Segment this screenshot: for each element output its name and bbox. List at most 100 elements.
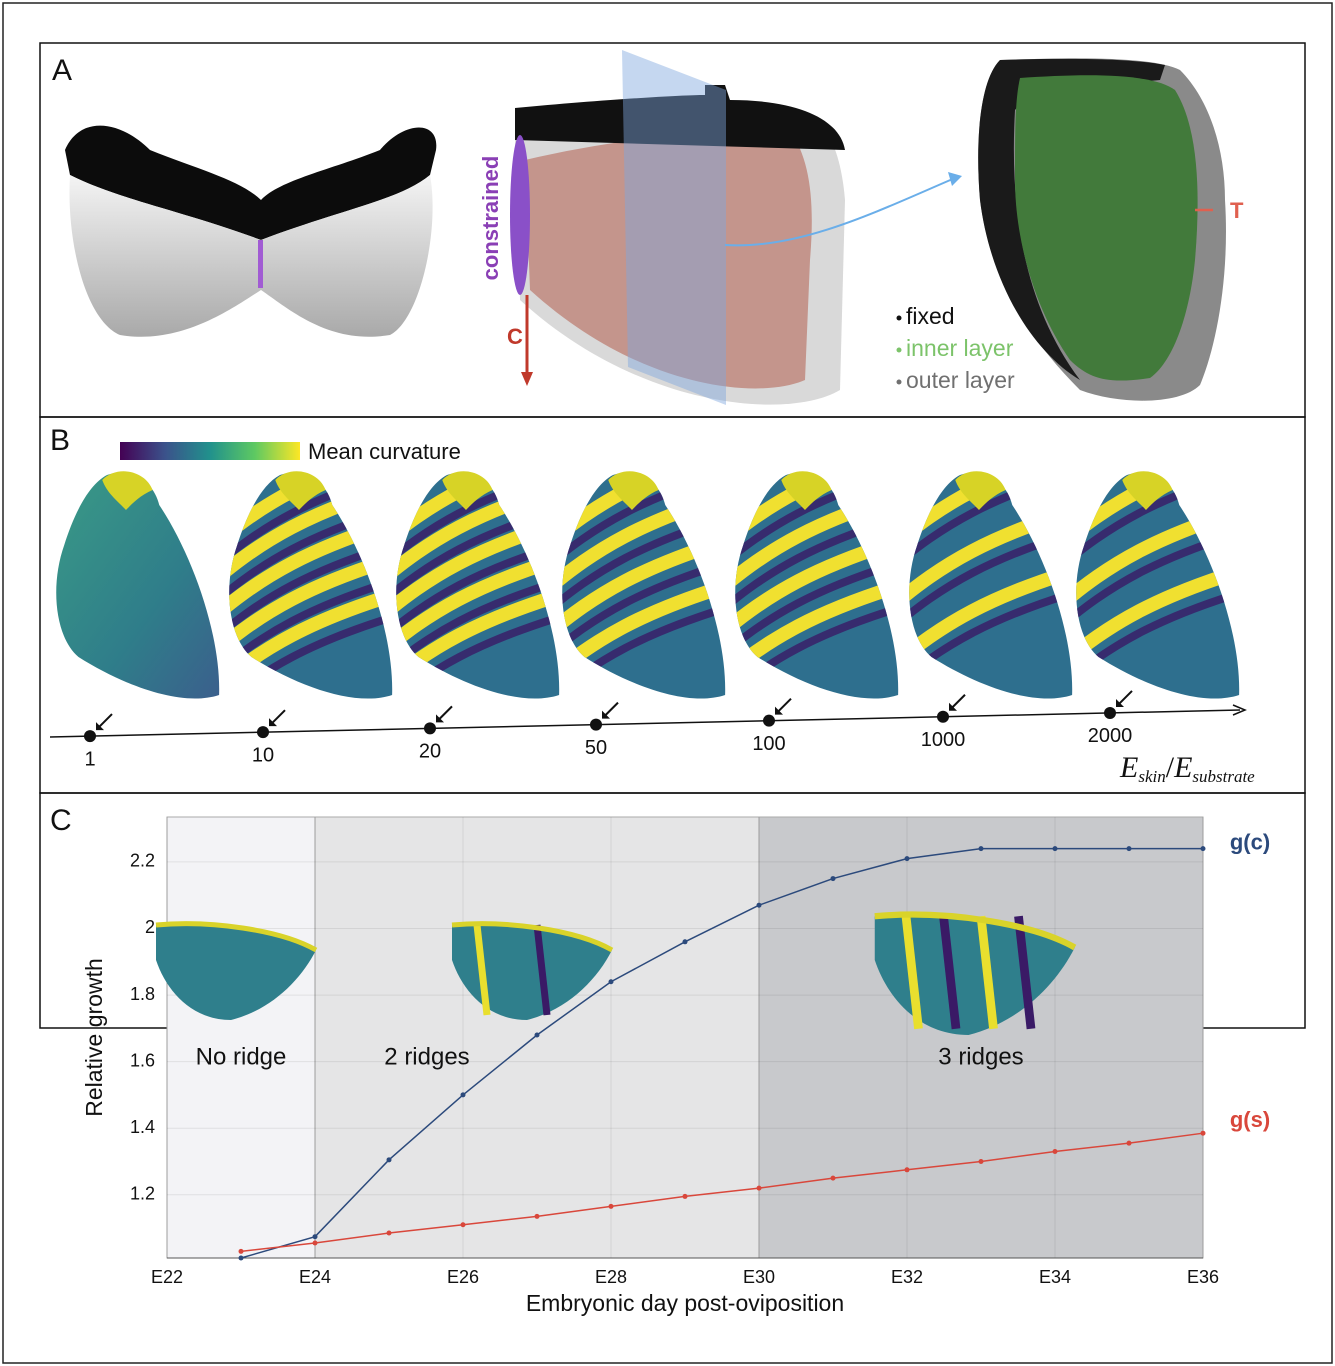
ratio-label: 100 [752, 733, 785, 755]
point [757, 1186, 762, 1191]
point [535, 1214, 540, 1219]
ratio-label: 2000 [1088, 725, 1133, 747]
ratio-label: 50 [585, 737, 607, 759]
point [387, 1231, 392, 1236]
region-label: No ridge [196, 1043, 287, 1070]
point [609, 1204, 614, 1209]
shell [56, 471, 219, 698]
point [461, 1222, 466, 1227]
legend-label: outer layer [906, 367, 1015, 393]
y-tick-label: 2 [145, 917, 155, 937]
point [1127, 846, 1132, 851]
point [1127, 1141, 1132, 1146]
ratio-dot [84, 730, 96, 742]
ratio-dot [590, 719, 602, 731]
x-axis-label: Embryonic day post-oviposition [526, 1290, 844, 1316]
shell [214, 445, 414, 711]
constraint-mark [258, 240, 263, 288]
axis-label-part: E [1119, 751, 1138, 784]
panel-label: A [52, 54, 72, 87]
y-axis-label: Relative growth [81, 958, 107, 1117]
point [1053, 1149, 1058, 1154]
c-label: C [507, 324, 523, 349]
ratio-axis-label: Eskin/Esubstrate [1119, 751, 1255, 786]
pointer [604, 703, 618, 717]
region [167, 817, 315, 1258]
panel-a: A constrained C T fixed inner layer outer … [52, 50, 1244, 405]
ratio-dot [1104, 707, 1116, 719]
x-tick-label: E30 [743, 1267, 775, 1287]
pointer [1118, 691, 1132, 705]
point [313, 1241, 318, 1246]
point [905, 1167, 910, 1172]
shell [1061, 445, 1261, 699]
point [757, 903, 762, 908]
point [831, 876, 836, 881]
ratio-label: 20 [419, 741, 441, 763]
section-arrowhead [948, 172, 962, 186]
x-tick-label: E24 [299, 1267, 331, 1287]
colorbar-label: Mean curvature [308, 439, 461, 464]
pointer [98, 714, 112, 728]
legend-label: fixed [906, 303, 955, 329]
y-tick-label: 2.2 [130, 851, 155, 871]
panel-c: C No ridge 2 ridges 3 ridges 1.2 1.4 1.6 1.8 2 2… [50, 804, 1270, 1316]
constraint-label: constrained [478, 156, 503, 281]
ratio-dot [257, 726, 269, 738]
cut-plane [622, 50, 726, 405]
legend-bullet [897, 316, 902, 321]
legend-bullet [897, 380, 902, 385]
y-tick-label: 1.2 [130, 1184, 155, 1204]
x-tick-label: E34 [1039, 1267, 1071, 1287]
colorbar [120, 442, 300, 460]
shell-body [56, 472, 219, 698]
axis-label-part: skin [1138, 767, 1165, 786]
ratio-label: 10 [252, 744, 274, 766]
x-tick-label: E36 [1187, 1267, 1219, 1287]
shell [381, 445, 581, 711]
point [683, 1194, 688, 1199]
point [239, 1249, 244, 1254]
point [979, 1159, 984, 1164]
axis-label-part: E [1173, 751, 1192, 784]
point [1201, 1131, 1206, 1136]
ratio-dot [937, 711, 949, 723]
region-label: 2 ridges [384, 1043, 469, 1070]
point [609, 979, 614, 984]
ratio-label: 1 [84, 748, 95, 770]
panel-label: C [50, 804, 72, 837]
y-tick-label: 1.8 [130, 984, 155, 1004]
point [831, 1176, 836, 1181]
t-label: T [1230, 198, 1244, 223]
point [683, 939, 688, 944]
point [905, 856, 910, 861]
figure: A constrained C T fixed inner layer outer … [0, 0, 1335, 1366]
region [759, 817, 1203, 1258]
shell [894, 445, 1094, 699]
series-label: g(c) [1230, 829, 1270, 854]
x-tick-label: E26 [447, 1267, 479, 1287]
pointer [951, 695, 965, 709]
panel-b: B Mean curvature 110205010010002000Eskin… [50, 424, 1260, 786]
point [239, 1256, 244, 1261]
axis-label-part: substrate [1192, 767, 1255, 786]
point [979, 846, 984, 851]
x-tick-label: E22 [151, 1267, 183, 1287]
point [313, 1234, 318, 1239]
shell [547, 445, 747, 702]
constrained-face [510, 135, 530, 295]
point [387, 1157, 392, 1162]
legend-bullet [897, 348, 902, 353]
point [535, 1033, 540, 1038]
point [1053, 846, 1058, 851]
c-arrowhead [521, 372, 533, 386]
y-tick-label: 1.6 [130, 1050, 155, 1070]
pointer [271, 710, 285, 724]
pointer [438, 706, 452, 720]
y-tick-label: 1.4 [130, 1117, 155, 1137]
pointer [777, 699, 791, 713]
x-tick-label: E28 [595, 1267, 627, 1287]
ratio-dot [424, 722, 436, 734]
legend-label: inner layer [906, 335, 1014, 361]
region-label: 3 ridges [938, 1043, 1023, 1070]
